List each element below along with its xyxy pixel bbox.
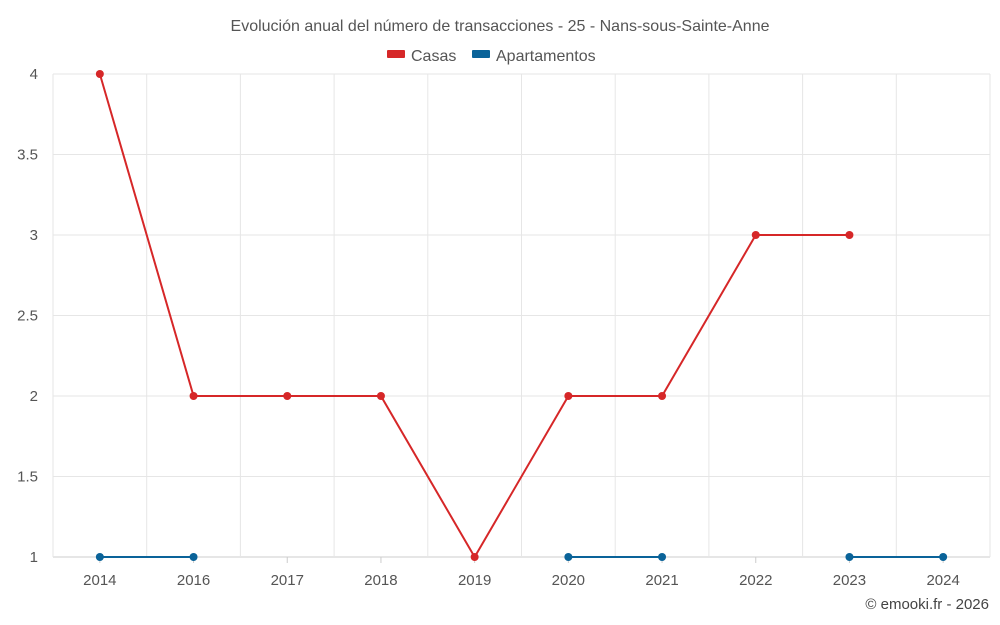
data-point-casas bbox=[95, 70, 104, 78]
legend-item-apartamentos[interactable]: Apartamentos bbox=[472, 48, 596, 65]
data-point-casas bbox=[658, 392, 667, 400]
x-tick-label: 2018 bbox=[364, 572, 397, 589]
legend-swatch-casas bbox=[387, 50, 405, 58]
data-point-apartamentos bbox=[845, 553, 854, 561]
data-point-casas bbox=[845, 231, 854, 239]
x-tick-label: 2021 bbox=[645, 572, 678, 589]
y-axis: 1 1.5 2 2.5 3 3.5 4 bbox=[17, 66, 38, 566]
series-casas bbox=[95, 70, 854, 561]
x-tick-label: 2020 bbox=[552, 572, 585, 589]
data-point-apartamentos bbox=[939, 553, 948, 561]
legend-label-casas: Casas bbox=[411, 48, 456, 65]
y-tick-label: 4 bbox=[30, 66, 38, 83]
legend-item-casas[interactable]: Casas bbox=[387, 48, 456, 65]
y-tick-label: 2.5 bbox=[17, 308, 38, 325]
chart-title: Evolución anual del número de transaccio… bbox=[231, 18, 770, 35]
y-tick-label: 3.5 bbox=[17, 147, 38, 164]
y-tick-label: 1 bbox=[30, 549, 38, 566]
series-layer bbox=[95, 70, 948, 561]
x-tick-label: 2019 bbox=[458, 572, 491, 589]
data-point-apartamentos bbox=[564, 553, 573, 561]
grid bbox=[52, 73, 991, 558]
x-tick-label: 2014 bbox=[83, 572, 116, 589]
y-tick-label: 1.5 bbox=[17, 469, 38, 486]
data-point-apartamentos bbox=[189, 553, 198, 561]
y-tick-label: 3 bbox=[30, 227, 38, 244]
series-apartamentos bbox=[95, 553, 948, 561]
x-tick-label: 2017 bbox=[271, 572, 304, 589]
data-point-casas bbox=[564, 392, 573, 400]
data-point-casas bbox=[189, 392, 198, 400]
legend[interactable]: Casas Apartamentos bbox=[387, 48, 596, 65]
x-tick-label: 2024 bbox=[926, 572, 959, 589]
x-axis: 2014 2016 2017 2018 2019 2020 2021 2022 2023 2024 bbox=[83, 557, 960, 589]
credit-text: © emooki.fr - 2026 bbox=[865, 596, 989, 613]
data-point-apartamentos bbox=[658, 553, 667, 561]
x-tick-label: 2023 bbox=[833, 572, 866, 589]
y-tick-label: 2 bbox=[30, 388, 38, 405]
data-point-casas bbox=[376, 392, 385, 400]
legend-label-apartamentos: Apartamentos bbox=[496, 48, 596, 65]
data-point-casas bbox=[751, 231, 760, 239]
data-point-casas bbox=[283, 392, 292, 400]
data-point-apartamentos bbox=[95, 553, 104, 561]
data-point-casas bbox=[470, 553, 479, 561]
x-tick-label: 2022 bbox=[739, 572, 772, 589]
legend-swatch-apartamentos bbox=[472, 50, 490, 58]
x-tick-label: 2016 bbox=[177, 572, 210, 589]
